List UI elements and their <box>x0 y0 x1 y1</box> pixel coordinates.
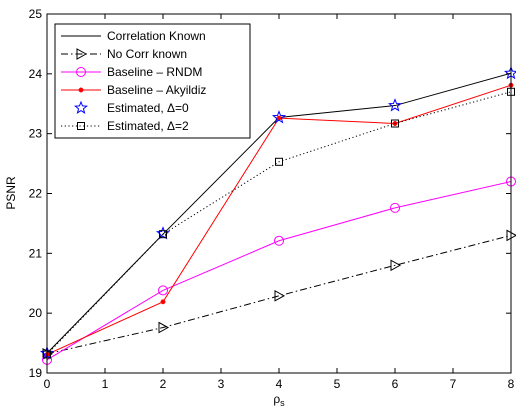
series-2-point <box>274 235 284 246</box>
y-tick-label: 21 <box>29 246 43 260</box>
y-tick-label: 20 <box>29 306 43 320</box>
x-axis-label-subscript: s <box>280 398 285 408</box>
series-5-point <box>391 119 399 128</box>
x-tick-label: 6 <box>392 377 399 391</box>
y-axis-label: PSNR <box>4 176 18 210</box>
legend-label: Estimated, Δ=2 <box>107 119 189 133</box>
legend-item-2: Baseline – RNDM <box>61 65 202 79</box>
legend-item-5: Estimated, Δ=2 <box>61 119 189 133</box>
series-4-point <box>271 110 287 124</box>
series-5-point <box>275 157 283 166</box>
x-tick-label: 0 <box>44 377 51 391</box>
x-tick-label: 8 <box>508 377 515 391</box>
legend-swatch-marker <box>78 87 84 93</box>
legend-box <box>54 23 251 139</box>
x-tick-label: 5 <box>334 377 341 391</box>
series-5-point <box>159 230 167 239</box>
legend-swatch-marker <box>76 48 88 60</box>
legend-swatch-marker <box>73 100 89 114</box>
legend-label: Baseline – RNDM <box>107 65 202 79</box>
x-tick-label: 7 <box>450 377 457 391</box>
series-1 <box>42 229 516 360</box>
y-tick-label: 19 <box>29 366 43 380</box>
series-4-point <box>155 226 171 240</box>
legend: Correlation Known No Corr known Baseline –… <box>54 23 251 139</box>
series-2-point <box>390 202 400 213</box>
legend-label: Baseline – Akyildiz <box>107 83 206 97</box>
series-2 <box>42 176 516 365</box>
x-tick-label: 1 <box>102 377 109 391</box>
y-tick-label: 25 <box>29 7 43 21</box>
x-tick-label: 4 <box>276 377 283 391</box>
legend-item-0: Correlation Known <box>61 29 206 43</box>
series-1-point <box>390 259 402 272</box>
series-2-point <box>158 285 168 296</box>
legend-swatch-marker <box>76 67 86 77</box>
legend-label: Correlation Known <box>107 29 206 43</box>
legend-label: Estimated, Δ=0 <box>107 101 189 115</box>
y-tick-label: 23 <box>29 127 43 141</box>
y-tick-label: 24 <box>29 67 43 81</box>
legend-swatch-marker <box>77 122 85 130</box>
legend-item-3: Baseline – Akyildiz <box>61 83 206 97</box>
legend-item-4: Estimated, Δ=0 <box>73 100 189 115</box>
series-1-point <box>158 321 170 334</box>
y-tick-label: 22 <box>29 187 43 201</box>
x-axis-label: ρs <box>273 392 285 408</box>
series-5-line <box>46 91 512 355</box>
series-4-point <box>387 98 403 112</box>
x-axis-label-main: ρ <box>273 392 280 406</box>
series-1-point <box>274 289 286 302</box>
legend-item-1: No Corr known <box>61 47 187 61</box>
x-tick-label: 3 <box>218 377 225 391</box>
series-1-line <box>46 234 512 355</box>
series-3-point <box>160 299 166 305</box>
series-2-line <box>46 181 512 361</box>
series-layer <box>39 65 516 365</box>
x-tick-label: 2 <box>160 377 167 391</box>
legend-label: No Corr known <box>107 47 187 61</box>
